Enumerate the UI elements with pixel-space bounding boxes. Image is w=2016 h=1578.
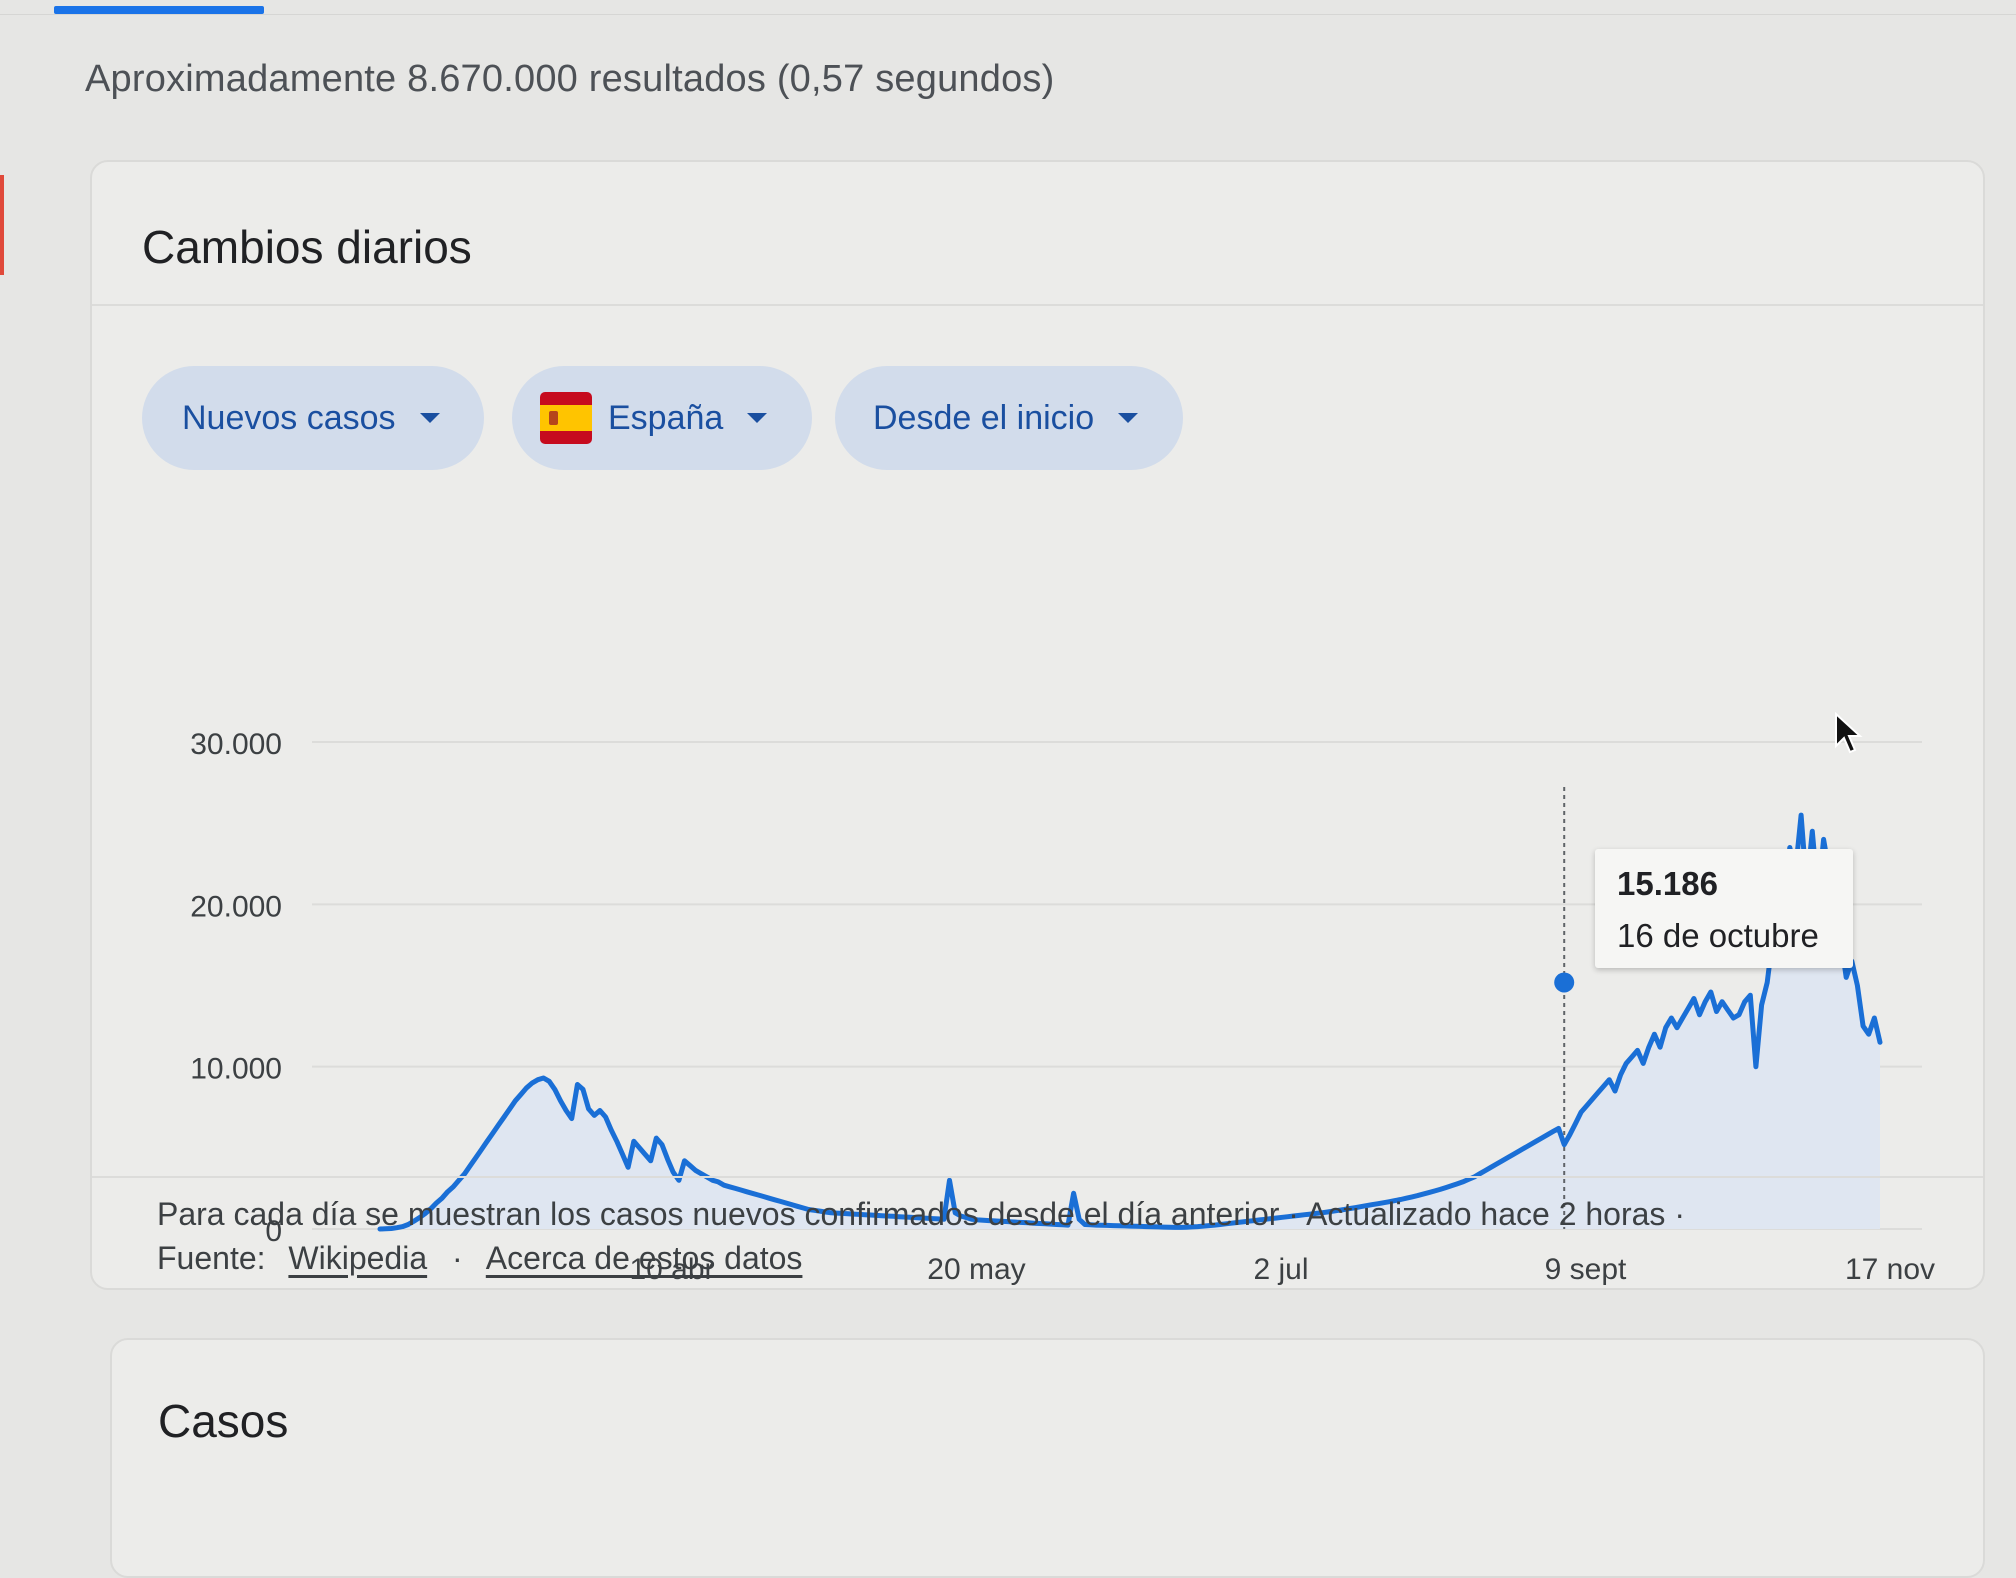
footer-separator: · [452,1240,463,1276]
active-tab-indicator [54,6,264,14]
cases-card[interactable]: Casos [110,1338,1985,1578]
result-stats: Aproximadamente 8.670.000 resultados (0,… [85,58,1055,100]
x-tick-label: 9 sept [1545,1253,1627,1286]
tab-bar-divider [0,14,2016,15]
footer-divider [92,1176,1983,1178]
card-divider [92,304,1983,306]
y-tick-label: 0 [265,1215,282,1248]
source-label: Fuente: [157,1240,266,1276]
region-dropdown-label: España [608,398,724,437]
caret-down-icon [1118,413,1139,423]
card-title: Cambios diarios [142,221,472,273]
chart-footer: Para cada día se muestran los casos nuev… [157,1192,1937,1280]
mouse-pointer-icon [1835,712,1863,754]
y-tick-label: 10.000 [190,1053,282,1086]
region-dropdown[interactable]: España [512,366,812,470]
date-range-dropdown-label: Desde el inicio [873,398,1095,437]
y-tick-label: 20.000 [190,890,282,923]
x-tick-label: 2 jul [1253,1253,1308,1286]
about-data-link[interactable]: Acerca de estos datos [485,1240,803,1276]
daily-changes-card: Cambios diarios Nuevos casos España Desd… [90,160,1985,1290]
x-tick-label: 10 abr [629,1253,714,1286]
metric-dropdown-label: Nuevos casos [182,398,396,437]
chart-svg[interactable]: 0 10.000 20.000 30.000 10 abr 20 may 2 jul 9 se… [142,502,1942,1286]
caret-down-icon [747,413,768,423]
left-edge-accent [0,175,4,275]
footer-description: Para cada día se muestran los casos nuev… [157,1196,1685,1232]
caret-down-icon [419,413,440,423]
cases-card-title: Casos [158,1395,289,1447]
date-range-dropdown[interactable]: Desde el inicio [835,366,1183,470]
series-area [380,815,1880,1229]
tooltip-date: 16 de octubre [1617,917,1819,954]
chart-tooltip: 15.186 16 de octubre [1595,849,1853,968]
spain-flag-icon [540,392,592,444]
footer-source-line: Fuente: Wikipedia · Acerca de estos dato… [157,1236,1937,1280]
x-tick-label: 20 may [927,1253,1025,1286]
metric-dropdown[interactable]: Nuevos casos [142,366,484,470]
highlight-point [1554,972,1575,993]
y-tick-label: 30.000 [190,728,282,761]
x-tick-label: 17 nov [1845,1253,1935,1286]
wikipedia-link[interactable]: Wikipedia [288,1240,428,1276]
series-line [377,812,1883,1232]
daily-cases-chart[interactable]: 0 10.000 20.000 30.000 10 abr 20 may 2 jul 9 se… [142,502,1942,1286]
tooltip-value: 15.186 [1617,865,1718,902]
